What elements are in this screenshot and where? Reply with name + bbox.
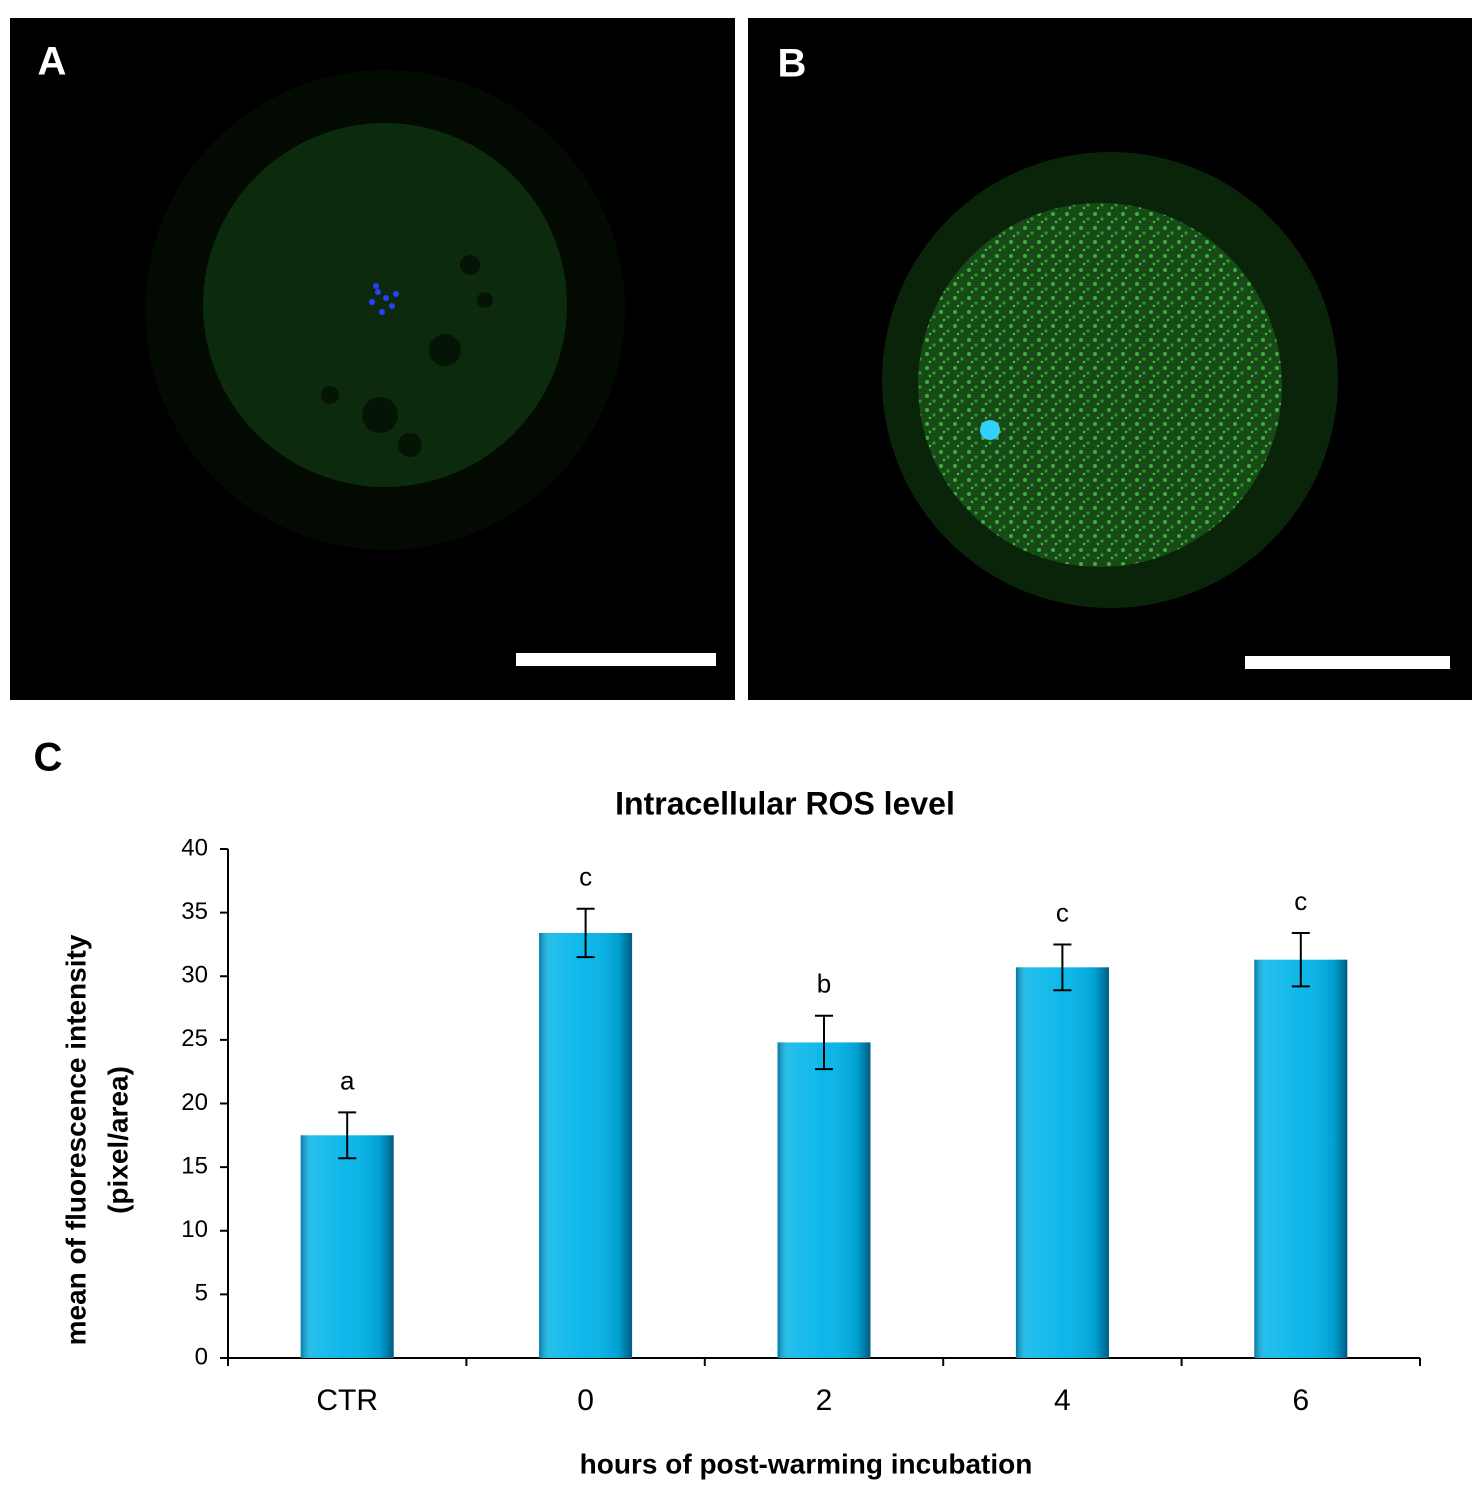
x-tick-label: 0 bbox=[577, 1384, 594, 1417]
vacuoles bbox=[321, 255, 493, 457]
bar-shade bbox=[1015, 967, 1109, 1358]
significance-label: a bbox=[340, 1065, 355, 1095]
x-tick-label: 4 bbox=[1054, 1384, 1071, 1417]
y-tick-label: 30 bbox=[181, 962, 208, 989]
chromatin bbox=[369, 283, 399, 315]
significance-label: c bbox=[1294, 886, 1307, 916]
significance-label: c bbox=[579, 862, 592, 892]
bar-shade bbox=[777, 1042, 871, 1358]
bar-shade bbox=[300, 1135, 394, 1358]
panel-label: B bbox=[778, 42, 807, 86]
y-axis-label: (pixel/area) bbox=[102, 1066, 133, 1214]
scale-bar bbox=[1245, 656, 1450, 669]
chart-title: Intracellular ROS level bbox=[615, 785, 955, 821]
y-tick-label: 35 bbox=[181, 898, 208, 925]
significance-label: b bbox=[817, 969, 831, 999]
panel-label: C bbox=[34, 736, 63, 780]
y-tick-label: 10 bbox=[181, 1216, 208, 1243]
bar-shade bbox=[1254, 959, 1348, 1358]
oocyte bbox=[203, 123, 567, 487]
y-tick-label: 40 bbox=[181, 834, 208, 861]
y-tick-label: 5 bbox=[195, 1280, 208, 1307]
y-tick-label: 15 bbox=[181, 1152, 208, 1179]
y-tick-label: 20 bbox=[181, 1089, 208, 1116]
chromatin bbox=[980, 420, 1000, 440]
x-tick-label: 2 bbox=[816, 1384, 833, 1417]
bar-shade bbox=[539, 932, 633, 1358]
y-axis-label: mean of fluorescence intensity bbox=[60, 934, 91, 1345]
ros-signal bbox=[918, 203, 1282, 567]
significance-label: c bbox=[1056, 897, 1069, 927]
y-tick-label: 0 bbox=[195, 1343, 208, 1370]
y-tick-label: 25 bbox=[181, 1025, 208, 1052]
scale-bar bbox=[516, 653, 716, 666]
panel-label: A bbox=[38, 40, 67, 84]
x-tick-label: 6 bbox=[1292, 1384, 1309, 1417]
x-axis-label: hours of post-warming incubation bbox=[580, 1448, 1033, 1479]
x-tick-label: CTR bbox=[316, 1384, 378, 1417]
